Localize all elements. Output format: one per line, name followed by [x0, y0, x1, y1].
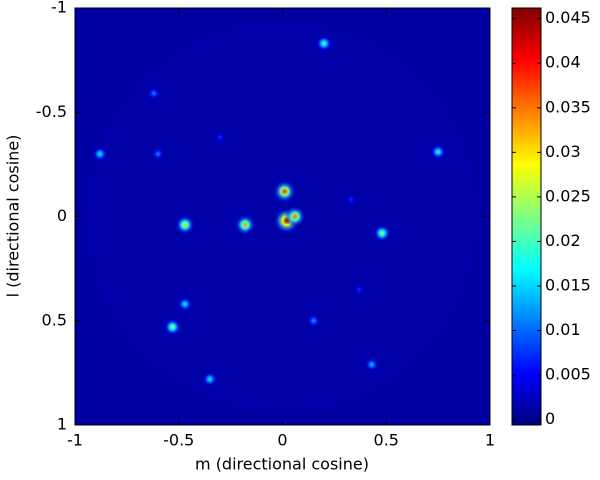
colorbar-tick-label: 0.04 — [545, 53, 581, 72]
y-tick-label: 1 — [57, 415, 67, 434]
source — [175, 215, 195, 235]
y-tick-label: -1 — [51, 0, 67, 17]
colorbar-tick-label: 0.015 — [545, 276, 591, 295]
colorbar-tick-label: 0 — [545, 409, 555, 428]
source — [284, 205, 306, 228]
source — [151, 147, 165, 161]
y-axis-label: l (directional cosine) — [4, 135, 23, 298]
source — [177, 296, 193, 312]
source — [344, 193, 358, 207]
x-axis-label: m (directional cosine) — [195, 455, 369, 474]
y-tick-label: 0 — [57, 206, 67, 225]
source — [213, 130, 227, 144]
x-tick-label: -1 — [67, 431, 83, 450]
x-tick-label: -0.5 — [163, 431, 194, 450]
source — [201, 371, 218, 388]
colorbar — [511, 7, 542, 426]
source — [352, 283, 366, 296]
colorbar-tick-label: 0.01 — [545, 320, 581, 339]
x-tick-label: 0 — [277, 431, 287, 450]
colorbar-tick-label: 0.02 — [545, 231, 581, 250]
source — [146, 86, 161, 101]
source — [92, 146, 108, 162]
source — [234, 214, 256, 236]
source — [373, 224, 392, 243]
x-tick-label: 0.5 — [374, 431, 399, 450]
colorbar-tick-label: 0.03 — [545, 142, 581, 161]
y-tick-label: -0.5 — [36, 102, 67, 121]
colorbar-tick-label: 0.045 — [545, 8, 591, 27]
source — [429, 143, 447, 161]
colorbar-tick-label: 0.005 — [545, 365, 591, 384]
source — [306, 313, 321, 328]
y-tick-label: 0.5 — [42, 310, 67, 329]
source — [273, 180, 296, 203]
source — [163, 318, 182, 337]
x-tick-label: 1 — [485, 431, 495, 450]
source — [364, 357, 380, 372]
source — [315, 34, 333, 52]
colorbar-tick-label: 0.025 — [545, 186, 591, 205]
colorbar-tick-label: 0.035 — [545, 97, 591, 116]
